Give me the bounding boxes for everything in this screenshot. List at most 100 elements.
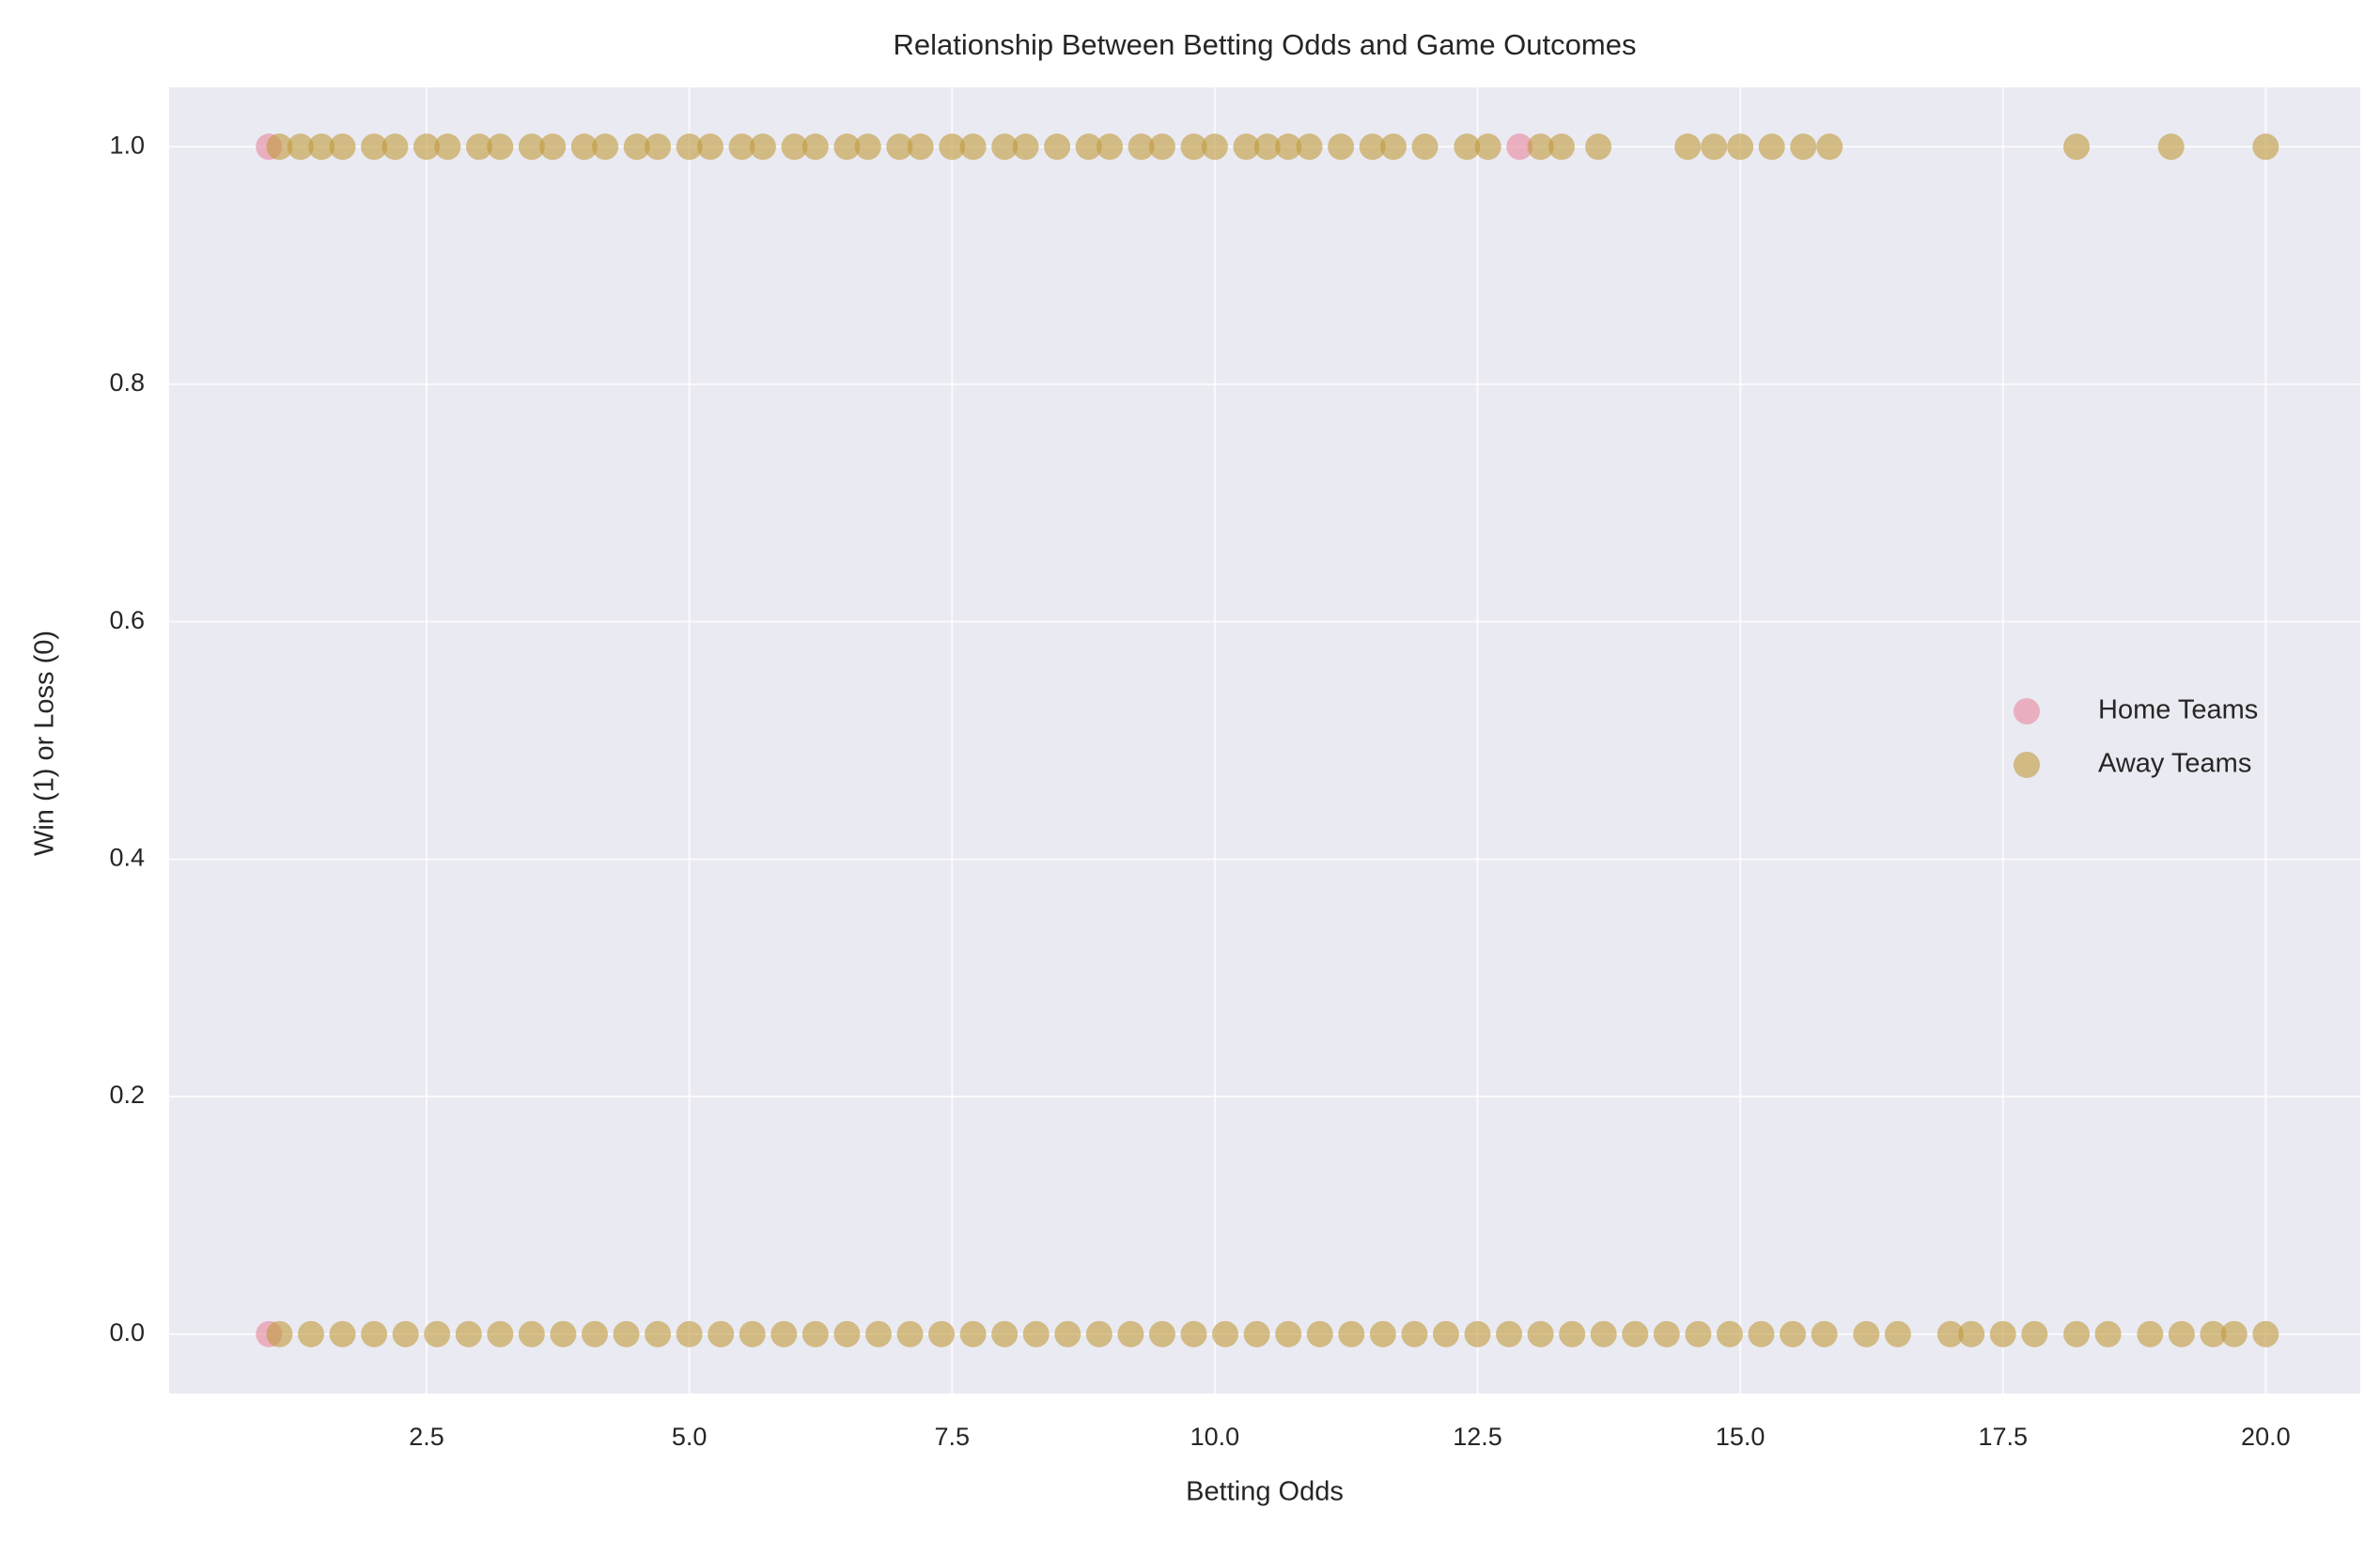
- y-tick-label: 0.8: [109, 368, 145, 397]
- point: [2094, 1320, 2122, 1347]
- point: [1474, 133, 1501, 161]
- point: [570, 133, 598, 161]
- point: [1201, 133, 1228, 161]
- point: [801, 133, 829, 161]
- x-tick-label: 2.5: [409, 1423, 444, 1451]
- point: [1180, 133, 1207, 161]
- point: [1401, 1320, 1428, 1347]
- point: [1097, 133, 1124, 161]
- point: [424, 1320, 451, 1347]
- point: [739, 1320, 766, 1347]
- point: [1432, 1320, 1459, 1347]
- point: [1380, 133, 1408, 161]
- point: [623, 133, 650, 161]
- point: [1816, 133, 1843, 161]
- point: [613, 1320, 640, 1347]
- point: [864, 1320, 892, 1347]
- point: [2220, 1320, 2248, 1347]
- point: [833, 133, 861, 161]
- point: [287, 133, 314, 161]
- point: [1464, 1320, 1491, 1347]
- point: [1685, 1320, 1712, 1347]
- point: [487, 1320, 514, 1347]
- point: [1716, 1320, 1743, 1347]
- point: [959, 133, 987, 161]
- y-tick-label: 0.2: [109, 1081, 145, 1109]
- x-axis-label: Betting Odds: [1186, 1477, 1344, 1507]
- point: [1243, 1320, 1270, 1347]
- point: [886, 133, 913, 161]
- marks: [256, 133, 2279, 1347]
- point: [781, 133, 808, 161]
- point: [1044, 133, 1071, 161]
- point: [434, 133, 461, 161]
- point: [1884, 1320, 1911, 1347]
- point: [928, 1320, 956, 1347]
- point: [896, 1320, 924, 1347]
- point: [1359, 133, 1386, 161]
- point: [1559, 1320, 1586, 1347]
- point: [2137, 1320, 2164, 1347]
- x-tick-label: 20.0: [2241, 1423, 2291, 1451]
- plot-area: [169, 87, 2360, 1393]
- point: [1989, 1320, 2016, 1347]
- y-tick-label: 0.6: [109, 606, 145, 634]
- point: [329, 1320, 356, 1347]
- point: [1527, 1320, 1554, 1347]
- point: [1148, 133, 1175, 161]
- point: [939, 133, 966, 161]
- point: [1296, 133, 1323, 161]
- point: [1937, 1320, 1964, 1347]
- point: [518, 133, 545, 161]
- legend: Home Teams Away Teams: [2014, 695, 2258, 779]
- legend-marker: [2014, 698, 2040, 724]
- point: [1585, 133, 1612, 161]
- y-tick-label: 0.4: [109, 843, 145, 871]
- point: [959, 1320, 987, 1347]
- point: [308, 133, 335, 161]
- point: [2200, 1320, 2227, 1347]
- point: [329, 133, 356, 161]
- point: [1022, 1320, 1050, 1347]
- point: [1148, 1320, 1175, 1347]
- point: [413, 133, 441, 161]
- point: [1338, 1320, 1365, 1347]
- x-tick-label: 7.5: [934, 1423, 970, 1451]
- point: [297, 1320, 324, 1347]
- point: [1748, 1320, 1775, 1347]
- point: [361, 133, 388, 161]
- point: [1758, 133, 1785, 161]
- point: [1180, 1320, 1207, 1347]
- point: [854, 133, 881, 161]
- point: [907, 133, 934, 161]
- point: [2063, 1320, 2091, 1347]
- point: [645, 1320, 672, 1347]
- point: [361, 1320, 388, 1347]
- point: [1054, 1320, 1081, 1347]
- point: [1674, 133, 1702, 161]
- y-tick-label: 1.0: [109, 131, 145, 159]
- point: [487, 133, 514, 161]
- point: [381, 133, 409, 161]
- point: [1306, 1320, 1333, 1347]
- point: [1590, 1320, 1617, 1347]
- point: [676, 1320, 703, 1347]
- x-tick-label: 12.5: [1453, 1423, 1502, 1451]
- point: [801, 1320, 829, 1347]
- point: [266, 1320, 293, 1347]
- x-tick-label: 15.0: [1716, 1423, 1766, 1451]
- point: [539, 133, 567, 161]
- legend-marker: [2014, 752, 2040, 778]
- point: [991, 1320, 1019, 1347]
- point: [2252, 133, 2279, 161]
- point: [991, 133, 1019, 161]
- legend-label: Home Teams: [2098, 695, 2258, 725]
- point: [676, 133, 703, 161]
- point: [1454, 133, 1481, 161]
- point: [1328, 133, 1355, 161]
- point: [1653, 1320, 1680, 1347]
- point: [1075, 133, 1102, 161]
- point: [1275, 1320, 1302, 1347]
- point: [1506, 133, 1533, 161]
